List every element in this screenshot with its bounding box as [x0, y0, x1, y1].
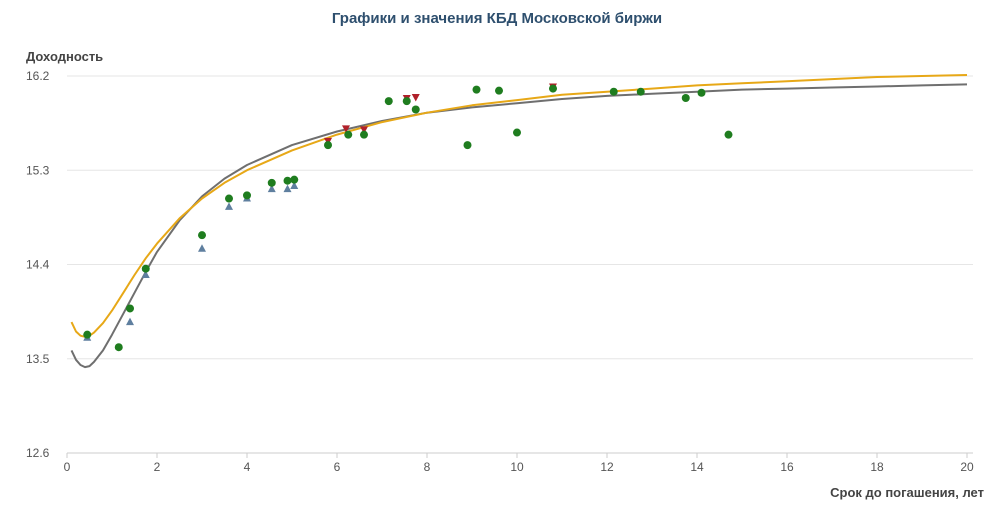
x-tick-label: 6 [334, 460, 341, 474]
x-tick-label: 18 [870, 460, 884, 474]
data-point-circle [463, 141, 472, 150]
data-point-circle [225, 194, 233, 203]
data-point-circle [141, 264, 150, 273]
data-point-circle [549, 84, 557, 93]
data-point-triangle-up [225, 202, 233, 210]
x-tick-label: 2 [154, 460, 161, 474]
data-point-circle [290, 175, 299, 184]
data-point-circle [360, 130, 368, 139]
x-tick-label: 20 [960, 460, 974, 474]
data-point-circle [513, 128, 521, 137]
x-tick-label: 8 [424, 460, 431, 474]
data-point-circle [83, 330, 92, 339]
x-axis-ticks: 0 2 4 6 8 10 12 14 16 18 20 [64, 453, 974, 474]
data-point-triangle-up [198, 244, 206, 252]
data-point-circle [697, 88, 706, 97]
x-tick-label: 10 [510, 460, 524, 474]
x-tick-label: 14 [690, 460, 704, 474]
data-point-circle [243, 191, 251, 200]
data-point-triangle-up [283, 184, 292, 193]
x-tick-label: 0 [64, 460, 71, 474]
data-point-circle [495, 86, 503, 95]
y-tick-label: 14.4 [26, 258, 50, 272]
data-point-circle [344, 130, 353, 139]
data-point-triangle-up [141, 270, 150, 278]
plot-area [70, 74, 968, 369]
data-point-triangle-down [411, 93, 420, 102]
series-line [70, 74, 968, 338]
x-axis-title: Срок до погашения, лет [830, 485, 984, 500]
data-point-circle [636, 87, 645, 96]
data-point-circle [402, 97, 411, 106]
data-point-circle [126, 304, 134, 313]
y-tick-label: 16.2 [26, 69, 50, 83]
x-tick-label: 12 [600, 460, 614, 474]
data-point-circle [472, 85, 481, 94]
gridlines [67, 75, 973, 360]
series-line [70, 83, 968, 369]
data-point-circle [681, 93, 690, 102]
x-tick-label: 4 [244, 460, 251, 474]
x-tick-label: 16 [780, 460, 794, 474]
chart-title: Графики и значения КБД Московской биржи [332, 10, 662, 27]
data-point-circle [283, 176, 292, 185]
y-tick-label: 13.5 [26, 352, 50, 366]
data-point-circle [411, 105, 420, 114]
data-point-circle [384, 97, 393, 106]
data-point-triangle-up [267, 184, 276, 193]
data-point-circle [114, 343, 123, 352]
data-point-circle [324, 141, 332, 150]
data-point-circle [267, 178, 276, 187]
y-axis-title: Доходность [26, 49, 103, 64]
data-point-circle [724, 130, 733, 139]
data-point-triangle-down [360, 126, 368, 134]
data-point-triangle-up [290, 181, 299, 189]
y-axis-ticks: 12.6 13.5 14.4 15.3 16.2 [26, 69, 50, 460]
data-point-circle [609, 87, 618, 96]
y-tick-label: 12.6 [26, 446, 50, 460]
data-point-triangle-down [342, 125, 350, 133]
data-point-circle [198, 231, 206, 240]
y-tick-label: 15.3 [26, 163, 50, 177]
data-point-triangle-up [126, 317, 134, 326]
